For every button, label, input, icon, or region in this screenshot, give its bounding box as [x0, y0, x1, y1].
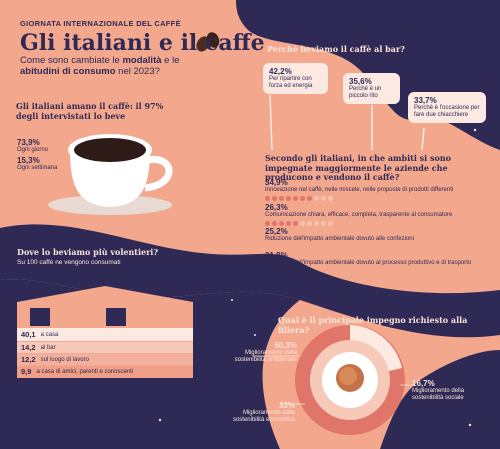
- cup-handle: [144, 155, 173, 192]
- dot: [321, 221, 326, 226]
- dot: [272, 196, 277, 201]
- dot: [300, 221, 305, 226]
- where-row: 9,9 a casa di amici, parenti e conoscenti: [21, 367, 134, 376]
- house-row-4: [17, 366, 193, 378]
- dot: [314, 196, 319, 201]
- areas-item: 26,3% Comunicazione chiara, efficace, co…: [265, 203, 490, 226]
- bubble-tail: [269, 94, 273, 151]
- dot: [293, 221, 298, 226]
- coffee-bean: [196, 36, 210, 52]
- bubble-tail: [421, 127, 425, 151]
- why-heading: Perché beviamo il caffè al bar?: [267, 44, 405, 54]
- house-window-right: [106, 308, 126, 326]
- dot-bar: [265, 221, 490, 226]
- dot: [321, 196, 326, 201]
- areas-item: 21,8% Riduzione dell'impatto ambientale …: [265, 251, 472, 266]
- dot: [265, 221, 270, 226]
- page-subtitle: Come sono cambiate le modalità e le abit…: [20, 55, 180, 77]
- where-heading: Dove lo beviamo più volentieri?: [17, 247, 159, 257]
- dot: [328, 196, 333, 201]
- house-row-3: [17, 354, 193, 365]
- dot: [314, 221, 319, 226]
- cup-body: [70, 150, 150, 207]
- where-row: 12,2 sul luogo di lavoro: [21, 355, 89, 364]
- dot: [300, 196, 305, 201]
- dot: [286, 196, 291, 201]
- love-heading: Gli italiani amano il caffè: il 97% degl…: [16, 101, 164, 121]
- dot: [279, 196, 284, 201]
- areas-item: 34,9% Innovazione nel caffè, nelle misce…: [265, 178, 490, 201]
- love-item: 73,9% Ogni giorno: [17, 138, 49, 153]
- where-row: 14,2 al bar: [21, 343, 56, 352]
- dot: [307, 221, 312, 226]
- commitment-item: 50,3% Miglioramento della sostenibilità …: [234, 341, 297, 363]
- house-row-1: [17, 328, 193, 341]
- commitment-heading: Qual è il principale impegno richiesto a…: [278, 315, 468, 335]
- dot-bar: [265, 196, 490, 201]
- house-row-2: [17, 342, 193, 353]
- where-subheading: Su 100 caffè ne vengono consumati: [17, 259, 121, 266]
- cup-coffee: [74, 138, 146, 162]
- navy-band-middle: [0, 224, 500, 338]
- dot: [328, 221, 333, 226]
- dot: [307, 196, 312, 201]
- commitment-item: 33% Miglioramento della sostenibilità ec…: [232, 401, 295, 423]
- why-bubble: 42,2% Per ripartire con forza ed energia: [263, 63, 328, 94]
- dot: [265, 196, 270, 201]
- page-title: Gli italiani e il caffè: [20, 30, 265, 56]
- why-bubble: 33,7% Perché è l'occasione per fare due …: [408, 92, 486, 123]
- areas-item: 25,2% Riduzione dell'impatto ambientale …: [265, 227, 414, 242]
- house-window-left: [30, 308, 50, 326]
- why-bubble: 35,6% Perché è un piccolo rito: [343, 73, 400, 104]
- dot: [286, 221, 291, 226]
- eyebrow: GIORNATA INTERNAZIONALE DEL CAFFÈ: [20, 19, 181, 28]
- love-item: 15,3% Ogni settimana: [17, 156, 58, 171]
- espresso-crema: [339, 367, 357, 385]
- coffee-bean: [206, 32, 220, 48]
- dot: [272, 221, 277, 226]
- commitment-item: 16,7% Miglioramento della sostenibilità …: [412, 379, 465, 401]
- where-row: 40,1 a casa: [21, 330, 59, 339]
- dot: [293, 196, 298, 201]
- dot: [279, 221, 284, 226]
- areas-heading: Secondo gli italiani, in che ambiti si s…: [265, 153, 451, 182]
